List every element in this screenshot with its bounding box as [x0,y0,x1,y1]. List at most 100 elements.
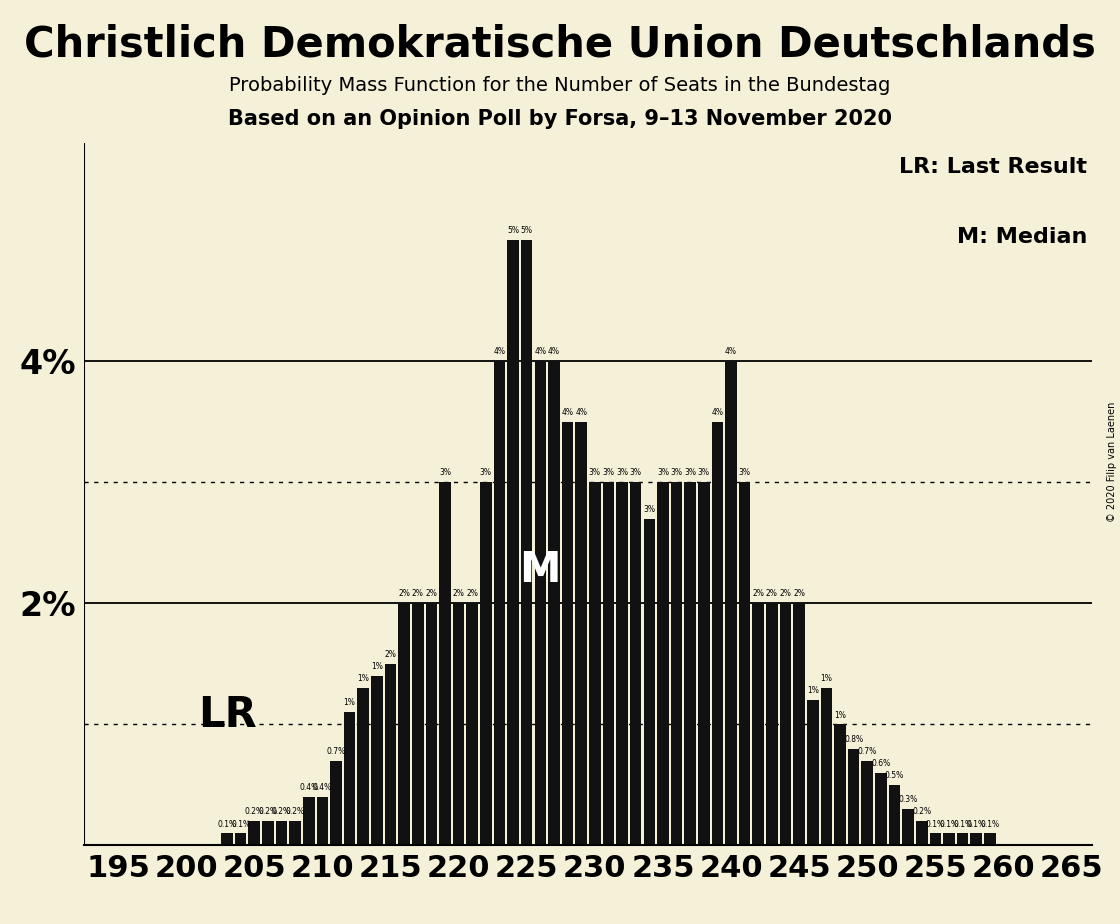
Text: 0.2%: 0.2% [272,808,291,817]
Text: 3%: 3% [616,468,628,478]
Bar [916,821,927,845]
Text: 5%: 5% [521,226,533,236]
Text: 0.2%: 0.2% [244,808,264,817]
Bar [861,760,872,845]
Text: 4%: 4% [711,407,724,417]
Text: 1%: 1% [344,699,355,708]
Text: 3%: 3% [657,468,669,478]
Bar [439,482,450,845]
Text: M: M [520,549,561,591]
Bar [330,760,342,845]
Bar [589,482,600,845]
Text: 1%: 1% [357,675,370,683]
Bar [262,821,273,845]
Bar [644,518,655,845]
Text: 0.2%: 0.2% [286,808,305,817]
Text: 0.1%: 0.1% [231,820,250,829]
Text: 4%: 4% [548,347,560,357]
Text: 0.7%: 0.7% [326,747,346,756]
Bar [371,676,383,845]
Bar [711,421,724,845]
Text: LR: LR [197,695,256,736]
Text: 0.6%: 0.6% [871,759,890,768]
Bar [222,833,233,845]
Bar [875,772,887,845]
Bar [426,603,437,845]
Text: 0.2%: 0.2% [912,808,932,817]
Bar [521,240,532,845]
Bar [726,361,737,845]
Bar [317,797,328,845]
Text: 3%: 3% [603,468,615,478]
Text: 0.7%: 0.7% [858,747,877,756]
Bar [698,482,710,845]
Bar [984,833,996,845]
Text: 0.8%: 0.8% [844,735,864,744]
Bar [616,482,628,845]
Text: 0.4%: 0.4% [312,784,332,792]
Bar [793,603,805,845]
Text: M: Median: M: Median [956,227,1086,248]
Bar [888,784,900,845]
Bar [304,797,315,845]
Bar [834,724,846,845]
Text: 3%: 3% [698,468,710,478]
Text: 0.1%: 0.1% [217,820,236,829]
Text: 2%: 2% [766,590,777,599]
Text: 0.1%: 0.1% [953,820,972,829]
Bar [548,361,560,845]
Text: Based on an Opinion Poll by Forsa, 9–13 November 2020: Based on an Opinion Poll by Forsa, 9–13 … [228,109,892,129]
Bar [603,482,614,845]
Bar [766,603,777,845]
Bar [249,821,260,845]
Text: 4%: 4% [534,347,547,357]
Text: 2%: 2% [793,590,805,599]
Text: 3%: 3% [439,468,451,478]
Bar [344,712,355,845]
Text: 2%: 2% [399,590,410,599]
Text: 2%: 2% [452,590,465,599]
Text: 2%: 2% [780,590,792,599]
Bar [684,482,696,845]
Text: 3%: 3% [643,505,655,514]
Text: 0.5%: 0.5% [885,772,904,780]
Text: 0.3%: 0.3% [898,796,917,804]
Bar [276,821,288,845]
Text: Christlich Demokratische Union Deutschlands: Christlich Demokratische Union Deutschla… [24,23,1096,65]
Text: © 2020 Filip van Laenen: © 2020 Filip van Laenen [1107,402,1117,522]
Text: 4%: 4% [725,347,737,357]
Text: 1%: 1% [806,687,819,696]
Bar [903,809,914,845]
Text: 4%: 4% [576,407,587,417]
Bar [235,833,246,845]
Bar [357,688,368,845]
Text: 2%: 2% [384,650,396,659]
Bar [808,700,819,845]
Bar [739,482,750,845]
Text: 4%: 4% [561,407,573,417]
Text: 4%: 4% [494,347,505,357]
Text: 1%: 1% [834,711,846,720]
Text: 3%: 3% [684,468,697,478]
Text: 3%: 3% [479,468,492,478]
Text: 2%: 2% [412,590,423,599]
Text: 1%: 1% [371,663,383,671]
Text: 3%: 3% [671,468,682,478]
Bar [821,688,832,845]
Text: 3%: 3% [739,468,750,478]
Text: Probability Mass Function for the Number of Seats in the Bundestag: Probability Mass Function for the Number… [230,76,890,95]
Text: 0.1%: 0.1% [967,820,986,829]
Bar [671,482,682,845]
Bar [452,603,465,845]
Bar [780,603,792,845]
Bar [970,833,982,845]
Bar [412,603,423,845]
Text: LR: Last Result: LR: Last Result [899,157,1086,177]
Bar [943,833,954,845]
Bar [289,821,301,845]
Bar [576,421,587,845]
Text: 2%: 2% [426,590,437,599]
Text: 0.2%: 0.2% [259,808,278,817]
Text: 0.1%: 0.1% [940,820,959,829]
Bar [494,361,505,845]
